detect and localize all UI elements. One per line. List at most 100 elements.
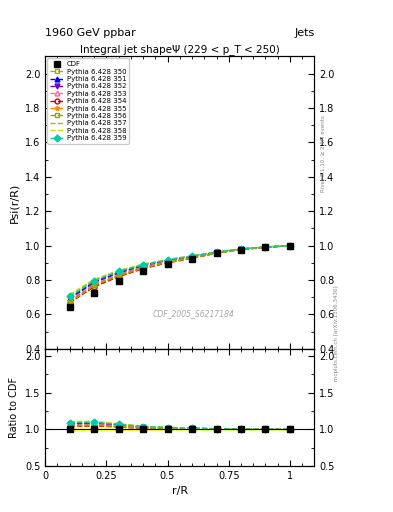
Pythia 6.428 350 xyxy=(141,265,145,271)
Pythia 6.428 352 xyxy=(165,258,170,264)
X-axis label: r/R: r/R xyxy=(172,486,188,496)
Pythia 6.428 351 xyxy=(116,269,121,275)
Line: Pythia 6.428 350: Pythia 6.428 350 xyxy=(67,243,292,305)
Pythia 6.428 357 xyxy=(239,246,243,252)
Pythia 6.428 356 xyxy=(141,265,145,271)
Text: Jets: Jets xyxy=(294,28,314,38)
Pythia 6.428 356 xyxy=(67,298,72,305)
Pythia 6.428 355 xyxy=(67,299,72,305)
Pythia 6.428 353 xyxy=(116,271,121,278)
Pythia 6.428 352 xyxy=(263,244,268,250)
Pythia 6.428 358 xyxy=(288,243,292,249)
Y-axis label: Psi(r/R): Psi(r/R) xyxy=(9,182,19,223)
Pythia 6.428 355 xyxy=(92,283,97,289)
Pythia 6.428 359 xyxy=(165,257,170,263)
Pythia 6.428 359 xyxy=(67,293,72,300)
Pythia 6.428 357 xyxy=(288,243,292,249)
Pythia 6.428 358 xyxy=(116,267,121,273)
Pythia 6.428 353 xyxy=(263,244,268,250)
Pythia 6.428 350 xyxy=(67,300,72,306)
Text: CDF_2005_S6217184: CDF_2005_S6217184 xyxy=(152,309,234,318)
Pythia 6.428 352 xyxy=(239,246,243,252)
Text: 1960 GeV ppbar: 1960 GeV ppbar xyxy=(45,28,136,38)
Pythia 6.428 356 xyxy=(116,272,121,279)
Pythia 6.428 358 xyxy=(141,261,145,267)
Pythia 6.428 354 xyxy=(141,266,145,272)
Pythia 6.428 356 xyxy=(165,259,170,265)
Pythia 6.428 354 xyxy=(263,244,268,250)
Pythia 6.428 352 xyxy=(190,253,195,260)
Text: mcplots.cern.ch [arXiv:1306.3436]: mcplots.cern.ch [arXiv:1306.3436] xyxy=(334,285,339,380)
Line: Pythia 6.428 355: Pythia 6.428 355 xyxy=(67,243,292,305)
Pythia 6.428 353 xyxy=(141,264,145,270)
Pythia 6.428 354 xyxy=(214,250,219,257)
Pythia 6.428 351 xyxy=(67,295,72,301)
Pythia 6.428 356 xyxy=(190,255,195,261)
Pythia 6.428 356 xyxy=(214,250,219,256)
Text: Rivet 3.1.10, ≥ 2.1M events: Rivet 3.1.10, ≥ 2.1M events xyxy=(320,115,325,192)
Line: Pythia 6.428 351: Pythia 6.428 351 xyxy=(67,243,292,301)
Pythia 6.428 357 xyxy=(92,277,97,283)
Title: Integral jet shapeΨ (229 < p_T < 250): Integral jet shapeΨ (229 < p_T < 250) xyxy=(80,44,280,55)
Pythia 6.428 351 xyxy=(92,279,97,285)
Pythia 6.428 353 xyxy=(288,243,292,249)
Pythia 6.428 350 xyxy=(288,243,292,249)
Pythia 6.428 350 xyxy=(165,259,170,265)
Pythia 6.428 359 xyxy=(263,244,268,250)
Pythia 6.428 351 xyxy=(190,253,195,260)
Pythia 6.428 359 xyxy=(116,268,121,274)
Pythia 6.428 354 xyxy=(239,246,243,252)
Pythia 6.428 357 xyxy=(165,257,170,263)
Pythia 6.428 355 xyxy=(214,250,219,256)
Pythia 6.428 352 xyxy=(67,296,72,302)
Pythia 6.428 357 xyxy=(116,268,121,274)
Pythia 6.428 355 xyxy=(141,265,145,271)
Y-axis label: Ratio to CDF: Ratio to CDF xyxy=(9,377,19,438)
Pythia 6.428 356 xyxy=(288,243,292,249)
Pythia 6.428 350 xyxy=(214,250,219,256)
Pythia 6.428 353 xyxy=(165,259,170,265)
Pythia 6.428 355 xyxy=(263,244,268,250)
Pythia 6.428 355 xyxy=(288,243,292,249)
Line: Pythia 6.428 359: Pythia 6.428 359 xyxy=(67,243,292,299)
Pythia 6.428 352 xyxy=(288,243,292,249)
Pythia 6.428 357 xyxy=(190,253,195,259)
Pythia 6.428 352 xyxy=(116,270,121,276)
Pythia 6.428 353 xyxy=(92,281,97,287)
Pythia 6.428 358 xyxy=(263,244,268,250)
Pythia 6.428 356 xyxy=(92,282,97,288)
Legend: CDF, Pythia 6.428 350, Pythia 6.428 351, Pythia 6.428 352, Pythia 6.428 353, Pyt: CDF, Pythia 6.428 350, Pythia 6.428 351,… xyxy=(47,58,129,144)
Pythia 6.428 359 xyxy=(214,249,219,255)
Pythia 6.428 359 xyxy=(239,246,243,252)
Pythia 6.428 352 xyxy=(92,280,97,286)
Pythia 6.428 358 xyxy=(67,292,72,298)
Pythia 6.428 357 xyxy=(67,292,72,298)
Pythia 6.428 357 xyxy=(214,249,219,255)
Pythia 6.428 353 xyxy=(67,297,72,304)
Pythia 6.428 352 xyxy=(214,249,219,255)
Pythia 6.428 353 xyxy=(239,246,243,252)
Pythia 6.428 359 xyxy=(92,278,97,284)
Pythia 6.428 351 xyxy=(288,243,292,249)
Line: Pythia 6.428 353: Pythia 6.428 353 xyxy=(67,243,292,303)
Pythia 6.428 354 xyxy=(288,243,292,249)
Pythia 6.428 355 xyxy=(165,259,170,265)
Pythia 6.428 353 xyxy=(190,254,195,261)
Pythia 6.428 354 xyxy=(165,260,170,266)
Line: Pythia 6.428 352: Pythia 6.428 352 xyxy=(67,243,292,302)
Pythia 6.428 355 xyxy=(116,273,121,279)
Pythia 6.428 350 xyxy=(190,254,195,261)
Pythia 6.428 357 xyxy=(263,244,268,250)
Pythia 6.428 350 xyxy=(263,244,268,250)
Pythia 6.428 351 xyxy=(141,262,145,268)
Pythia 6.428 357 xyxy=(141,262,145,268)
Pythia 6.428 358 xyxy=(92,276,97,282)
Pythia 6.428 358 xyxy=(239,246,243,252)
Line: Pythia 6.428 357: Pythia 6.428 357 xyxy=(70,246,290,295)
Pythia 6.428 353 xyxy=(214,250,219,256)
Pythia 6.428 354 xyxy=(92,284,97,290)
Pythia 6.428 354 xyxy=(116,273,121,280)
Pythia 6.428 350 xyxy=(116,273,121,280)
Pythia 6.428 359 xyxy=(190,253,195,259)
Pythia 6.428 356 xyxy=(239,246,243,252)
